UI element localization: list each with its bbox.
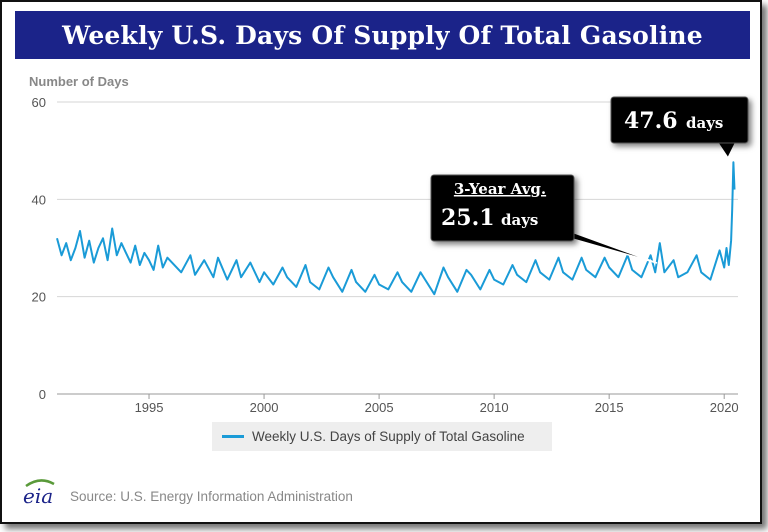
- peak-annotation: 47.6 days: [610, 96, 749, 160]
- logo-arc-icon: [25, 479, 55, 488]
- x-tick-label: 2015: [595, 400, 624, 415]
- x-axis-ticks: 1995 2000 2005 2010 2015 2020: [135, 394, 739, 415]
- average-box: [430, 174, 575, 242]
- x-tick-label: 2010: [480, 400, 509, 415]
- source-note: Source: U.S. Energy Information Administ…: [70, 489, 353, 504]
- legend[interactable]: Weekly U.S. Days of Supply of Total Gaso…: [212, 422, 552, 451]
- x-tick-label: 1995: [135, 400, 164, 415]
- y-tick-label: 0: [39, 387, 46, 402]
- logo-text: eia: [23, 484, 53, 508]
- grid-lines: [57, 101, 738, 395]
- y-tick-label: 40: [32, 192, 46, 207]
- series-line-gasoline-supply: [56, 161, 736, 296]
- chart-title-banner: Weekly U.S. Days Of Supply Of Total Gaso…: [15, 11, 750, 59]
- average-heading: 3-Year Avg.: [454, 180, 546, 198]
- y-axis-ticks: 0 20 40 60: [32, 95, 46, 402]
- y-tick-label: 20: [32, 290, 46, 305]
- average-annotation: 3-Year Avg. 25.1 days: [430, 174, 658, 264]
- x-tick-label: 2000: [250, 400, 279, 415]
- y-tick-label: 60: [32, 95, 46, 110]
- average-value: 25.1: [441, 205, 495, 231]
- eia-logo: eia: [23, 479, 55, 508]
- x-tick-label: 2005: [365, 400, 394, 415]
- average-unit: days: [501, 211, 538, 229]
- legend-label: Weekly U.S. Days of Supply of Total Gaso…: [252, 429, 525, 444]
- legend-swatch: [222, 435, 244, 438]
- peak-value: 47.6: [624, 108, 678, 134]
- chart-title: Weekly U.S. Days Of Supply Of Total Gaso…: [62, 20, 703, 50]
- x-tick-label: 2020: [710, 400, 739, 415]
- peak-unit: days: [686, 114, 723, 132]
- peak-box: [610, 96, 749, 144]
- y-axis-label: Number of Days: [29, 74, 129, 89]
